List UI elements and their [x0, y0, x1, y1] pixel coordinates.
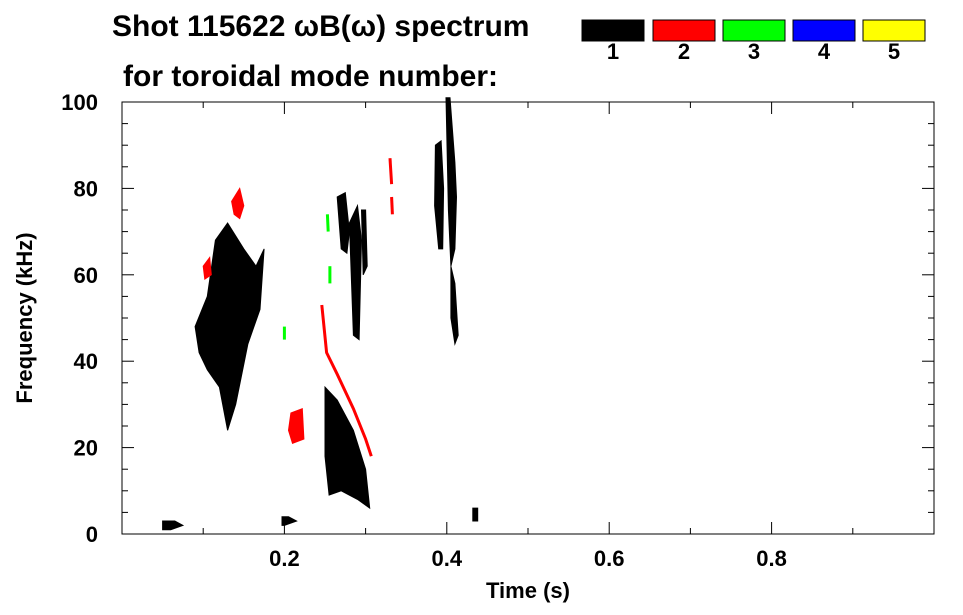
- mode-3-trace-3: [325, 214, 330, 232]
- y-axis-label: Frequency (kHz): [12, 232, 37, 403]
- legend-swatch-4: [792, 19, 856, 42]
- legend-label-3: 3: [748, 39, 760, 64]
- mode-1-region-2: [336, 191, 350, 255]
- mode-1-region-1: [324, 385, 371, 510]
- y-tick-label: 0: [86, 522, 98, 547]
- mode-2-region-13: [287, 407, 305, 444]
- axes: 0.2 0.4 0.6 0.8 0 20 40 60 80 100: [61, 90, 935, 571]
- mode-1-region-6: [445, 97, 458, 267]
- x-tick-label: 0.2: [269, 546, 300, 571]
- y-tick-label: 60: [74, 263, 98, 288]
- x-tick-label: 0.8: [756, 546, 787, 571]
- mode-2-trace-0: [320, 304, 373, 457]
- legend-label-2: 2: [678, 39, 690, 64]
- mode-2-region-12: [202, 256, 212, 280]
- legend-label-5: 5: [888, 39, 900, 64]
- mode-1-region-7: [450, 266, 459, 346]
- x-axis-label: Time (s): [486, 578, 570, 603]
- x-tick-label: 0.6: [594, 546, 625, 571]
- mode-1-region-8: [162, 520, 185, 531]
- chart-title-line2: for toroidal mode number:: [123, 60, 498, 93]
- mode-1-region-9: [281, 516, 298, 526]
- mode-1-region-0: [194, 222, 265, 431]
- legend-label-1: 1: [607, 39, 619, 64]
- legend: 1 2 3 4 5: [581, 19, 926, 64]
- mode-2-region-11: [231, 187, 245, 220]
- y-tick-label: 80: [74, 176, 98, 201]
- x-tick-label: 0.4: [432, 546, 463, 571]
- chart-title-line1: Shot 115622 ωB(ω) spectrum: [112, 10, 529, 43]
- mode-1-region-4: [360, 209, 368, 276]
- mode-1-region-3: [348, 203, 363, 341]
- plot-marks: [162, 97, 479, 531]
- mode-1-region-5: [434, 139, 445, 250]
- legend-swatch-1: [581, 19, 645, 42]
- y-tick-label: 100: [61, 90, 98, 115]
- legend-label-4: 4: [818, 39, 831, 64]
- legend-swatch-2: [652, 19, 716, 42]
- mode-2-trace-1: [388, 158, 394, 185]
- mode-1-region-10: [472, 507, 479, 522]
- legend-swatch-5: [862, 19, 926, 42]
- y-tick-label: 20: [74, 436, 98, 461]
- legend-swatch-3: [722, 19, 786, 42]
- mode-2-trace-2: [390, 196, 394, 215]
- y-tick-label: 40: [74, 349, 98, 374]
